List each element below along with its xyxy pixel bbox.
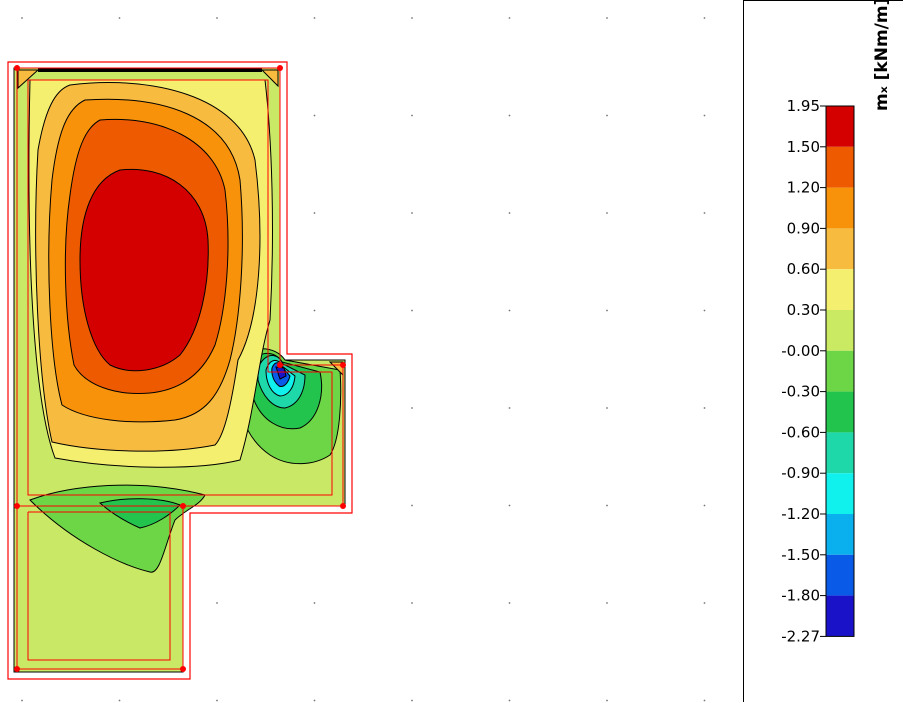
grid-dot: [508, 407, 511, 409]
contour-plot-area: [7, 17, 706, 702]
slab-plate: [7, 61, 353, 680]
legend-swatch: [826, 106, 854, 147]
inner-outline-upper: [27, 79, 333, 496]
legend-swatch: [826, 595, 854, 637]
grid-dot: [606, 212, 608, 214]
node-point: [340, 503, 346, 509]
grid-dot: [508, 309, 511, 312]
inner-outline-lower: [27, 511, 171, 661]
legend-panel: 1.95 1.50 1.20 0.90 0.60 0.30 -0.00 -0.30 -0.60 -…: [743, 0, 903, 702]
node-point: [180, 503, 186, 509]
legend-tick-label: 1.50: [787, 138, 820, 156]
legend-tick-labels: 1.95 1.50 1.20 0.90 0.60 0.30 -0.00 -0.30 -0.60 -…: [781, 97, 826, 645]
corner-triangle-tl: [17, 69, 40, 90]
grid-dot: [411, 17, 413, 19]
grid-dot: [313, 17, 316, 19]
legend-tick-label: -1.20: [781, 505, 820, 523]
grid-dot: [606, 602, 608, 604]
legend-tick-label: -1.50: [781, 546, 820, 564]
grid-dot: [216, 602, 218, 604]
grid-dot: [703, 17, 706, 19]
grid-dot: [216, 699, 218, 702]
legend-swatch: [826, 146, 854, 188]
grid-dot: [703, 114, 706, 117]
node-point: [277, 65, 283, 71]
legend-tick-label: -0.60: [781, 423, 820, 441]
grid-dot: [703, 309, 706, 312]
grid-dot: [313, 602, 316, 604]
color-legend: 1.95 1.50 1.20 0.90 0.60 0.30 -0.00 -0.30 -0.60 -…: [781, 1, 892, 645]
legend-tick-label: 0.30: [787, 301, 820, 319]
grid-dot: [118, 17, 121, 19]
legend-tick-label: 1.20: [787, 179, 820, 197]
grid-dot: [606, 699, 608, 702]
grid-dot: [703, 699, 706, 702]
legend-tick-label: 0.60: [787, 260, 820, 278]
grid-dot: [606, 309, 608, 312]
legend-swatch: [826, 514, 854, 555]
grid-dot: [606, 114, 608, 117]
grid-dot: [313, 212, 316, 214]
grid-dot: [703, 407, 706, 409]
grid-dot: [508, 699, 511, 702]
node-point: [340, 362, 346, 368]
legend-swatch: [826, 228, 854, 270]
grid-dot: [411, 407, 413, 409]
grid-dot: [411, 602, 413, 604]
grid-dot: [703, 212, 706, 214]
contour-1-50: [79, 168, 209, 372]
grid-dot: [703, 504, 706, 507]
legend-tick-label: -0.90: [781, 464, 820, 482]
grid-dot: [411, 114, 413, 117]
grid-dot: [411, 504, 413, 507]
legend-swatch: [826, 391, 854, 433]
grid-dot: [21, 699, 23, 702]
legend-swatch: [826, 350, 854, 392]
node-point: [180, 666, 186, 672]
grid-dot: [216, 17, 218, 19]
legend-tick-label: 1.95: [787, 97, 820, 115]
legend-swatches: [825, 105, 855, 637]
grid-dot: [508, 114, 511, 117]
node-point: [14, 503, 20, 509]
grid-dot: [411, 699, 413, 702]
grid-dot: [606, 407, 608, 409]
legend-tick-label: -0.30: [781, 383, 820, 401]
grid-dot: [508, 17, 511, 19]
legend-swatch: [826, 269, 854, 310]
grid-dot: [313, 114, 316, 117]
grid-dot: [411, 309, 413, 312]
legend-swatch: [826, 432, 854, 474]
grid-dot: [508, 212, 511, 214]
grid-dot: [508, 504, 511, 507]
node-markers: [14, 65, 346, 672]
grid-dot: [508, 602, 511, 604]
plate-outer-outline: [7, 61, 353, 680]
legend-frame: [825, 105, 855, 637]
corner-triangle-tr: [260, 69, 279, 88]
node-point: [277, 362, 283, 368]
legend-swatch: [826, 310, 854, 351]
legend-unit-label: mₓ [kNm/m]: [872, 1, 892, 111]
grid-dot: [703, 602, 706, 604]
legend-tick-label: -1.80: [781, 587, 820, 605]
grid-dot: [411, 212, 413, 214]
node-point: [14, 65, 20, 71]
legend-swatch: [826, 187, 854, 229]
legend-tick-label: 0.90: [787, 219, 820, 237]
grid-dot: [313, 699, 316, 702]
legend-swatch: [826, 473, 854, 514]
legend-tick-label: -2.27: [781, 627, 820, 645]
legend-swatch: [826, 554, 854, 596]
top-edge-band: [38, 68, 262, 72]
legend-tick-label: -0.00: [781, 342, 820, 360]
node-point: [14, 666, 20, 672]
grid-dot: [606, 504, 608, 507]
grid-dot: [118, 699, 121, 702]
grid-dot: [606, 17, 608, 19]
grid-dot: [313, 309, 316, 312]
grid-dot: [21, 17, 23, 19]
